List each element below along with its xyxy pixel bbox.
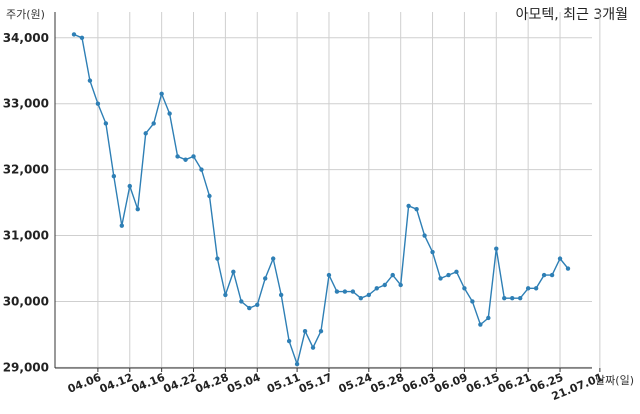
data-point <box>127 183 132 189</box>
data-point <box>135 206 140 212</box>
y-tick-label: 34,000 <box>3 31 49 45</box>
data-point <box>183 157 188 162</box>
x-axis-label: 날짜(일) <box>595 374 634 387</box>
data-point <box>310 345 316 350</box>
y-tick-label: 33,000 <box>3 97 49 111</box>
data-point <box>549 272 555 278</box>
data-point <box>406 203 411 209</box>
data-point <box>318 328 324 334</box>
data-point <box>79 35 85 40</box>
price-series-line <box>73 33 569 367</box>
data-point <box>342 289 348 294</box>
y-tick-label: 30,000 <box>3 294 49 308</box>
x-tick-label: 05.04 <box>225 371 262 396</box>
data-point <box>334 289 340 294</box>
y-tick-label: 32,000 <box>3 163 49 177</box>
data-point <box>255 302 260 307</box>
data-point <box>326 272 332 278</box>
y-axis-label: 주가(원) <box>6 8 45 21</box>
data-point <box>239 299 244 304</box>
data-point <box>278 292 284 298</box>
data-point <box>422 233 427 238</box>
data-point <box>358 295 364 301</box>
data-point <box>517 295 523 301</box>
data-point <box>398 282 403 288</box>
y-tick-label: 29,000 <box>3 360 49 374</box>
data-point <box>557 256 563 261</box>
data-point <box>454 269 459 275</box>
x-tick-label: 05.17 <box>297 371 334 396</box>
data-point <box>390 272 395 278</box>
data-point <box>151 121 156 126</box>
data-point <box>366 292 372 298</box>
data-point <box>119 223 125 228</box>
data-point <box>382 282 387 288</box>
data-point <box>215 256 220 261</box>
data-point <box>565 266 571 271</box>
y-tick-label: 31,000 <box>3 229 49 243</box>
data-point <box>95 101 101 106</box>
data-point <box>430 249 435 255</box>
data-point <box>167 111 172 116</box>
data-point <box>541 272 547 278</box>
data-point <box>486 315 491 321</box>
data-point <box>525 286 531 291</box>
data-point <box>533 286 539 291</box>
data-point <box>143 131 148 136</box>
data-point <box>438 276 443 281</box>
data-point <box>191 154 196 159</box>
data-point <box>199 167 204 172</box>
data-point <box>510 295 515 301</box>
data-point <box>111 174 117 179</box>
data-point <box>286 338 292 344</box>
data-point <box>294 361 300 367</box>
data-point <box>502 295 507 301</box>
data-point <box>462 286 467 291</box>
data-point <box>175 154 180 159</box>
data-point <box>159 91 164 97</box>
data-point <box>263 276 268 281</box>
data-point <box>103 121 109 126</box>
data-point <box>478 322 483 327</box>
data-point <box>87 78 93 83</box>
data-point <box>270 256 276 261</box>
data-point <box>470 299 475 304</box>
data-point <box>302 328 308 334</box>
data-point <box>247 305 252 311</box>
data-point <box>207 193 212 199</box>
data-point <box>223 292 228 298</box>
data-point <box>374 286 379 291</box>
data-point <box>446 272 451 278</box>
data-point <box>350 289 356 294</box>
data-point <box>71 32 77 37</box>
data-point <box>494 246 499 251</box>
data-point <box>414 206 419 212</box>
data-point <box>231 269 236 275</box>
